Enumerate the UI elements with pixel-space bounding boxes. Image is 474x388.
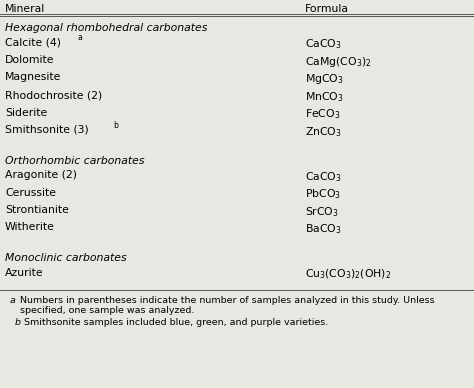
Text: Aragonite (2): Aragonite (2) [5, 170, 77, 180]
Text: Cerussite: Cerussite [5, 187, 56, 197]
Text: a: a [10, 296, 16, 305]
Text: Smithsonite samples included blue, green, and purple varieties.: Smithsonite samples included blue, green… [24, 318, 328, 327]
Text: Mineral: Mineral [5, 4, 45, 14]
Text: Dolomite: Dolomite [5, 55, 55, 65]
Text: a: a [77, 33, 82, 43]
Text: Formula: Formula [305, 4, 349, 14]
Text: Azurite: Azurite [5, 267, 44, 277]
Text: Smithsonite (3): Smithsonite (3) [5, 125, 89, 135]
Text: $\mathrm{Cu_3(CO_3)_2(OH)_2}$: $\mathrm{Cu_3(CO_3)_2(OH)_2}$ [305, 267, 391, 281]
Text: $\mathrm{CaCO_3}$: $\mathrm{CaCO_3}$ [305, 170, 342, 184]
Text: $\mathrm{PbCO_3}$: $\mathrm{PbCO_3}$ [305, 187, 341, 201]
Text: $\mathrm{CaCO_3}$: $\mathrm{CaCO_3}$ [305, 38, 342, 51]
Text: Rhodochrosite (2): Rhodochrosite (2) [5, 90, 102, 100]
Text: $\mathrm{BaCO_3}$: $\mathrm{BaCO_3}$ [305, 222, 342, 236]
Text: Monoclinic carbonates: Monoclinic carbonates [5, 253, 127, 263]
Text: $\mathrm{MnCO_3}$: $\mathrm{MnCO_3}$ [305, 90, 344, 104]
Text: Calcite (4): Calcite (4) [5, 38, 61, 47]
Text: Magnesite: Magnesite [5, 73, 61, 83]
Text: b: b [15, 318, 21, 327]
Text: Siderite: Siderite [5, 107, 47, 118]
Text: Strontianite: Strontianite [5, 205, 69, 215]
Text: b: b [113, 121, 118, 130]
Text: $\mathrm{ZnCO_3}$: $\mathrm{ZnCO_3}$ [305, 125, 342, 139]
Text: $\mathrm{CaMg(CO_3)_2}$: $\mathrm{CaMg(CO_3)_2}$ [305, 55, 372, 69]
Text: Numbers in parentheses indicate the number of samples analyzed in this study. Un: Numbers in parentheses indicate the numb… [20, 296, 435, 315]
Text: Hexagonal rhombohedral carbonates: Hexagonal rhombohedral carbonates [5, 23, 207, 33]
Text: $\mathrm{SrCO_3}$: $\mathrm{SrCO_3}$ [305, 205, 339, 219]
Text: Orthorhombic carbonates: Orthorhombic carbonates [5, 156, 145, 166]
Text: $\mathrm{FeCO_3}$: $\mathrm{FeCO_3}$ [305, 107, 340, 121]
Text: Witherite: Witherite [5, 222, 55, 232]
Text: $\mathrm{MgCO_3}$: $\mathrm{MgCO_3}$ [305, 73, 344, 87]
